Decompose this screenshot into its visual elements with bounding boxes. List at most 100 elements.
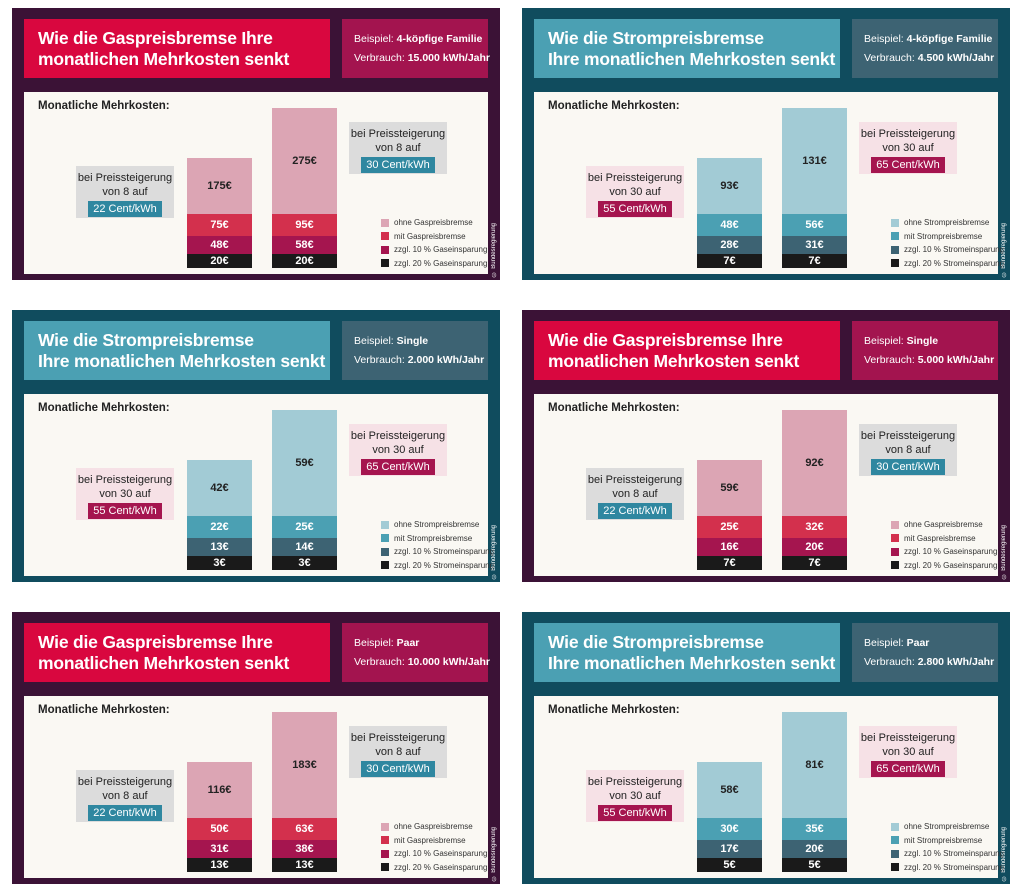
consumption-value: 2.800 kWh/Jahr bbox=[917, 656, 995, 668]
infographic-panel-5: Wie die Gaspreisbremse Ihre monatlichen M… bbox=[12, 612, 500, 884]
legend-swatch bbox=[891, 561, 899, 570]
bar-1-segment-zehn: 17€ bbox=[697, 840, 762, 858]
copyright-credit: © Bundesregierung bbox=[1001, 826, 1007, 880]
legend-swatch bbox=[381, 836, 389, 845]
legend-item: zzgl. 10 % Stromeinsparung bbox=[891, 847, 1004, 861]
bar-1-segment-zehn: 16€ bbox=[697, 538, 762, 556]
consumption-line: Verbrauch: 2.000 kWh/Jahr bbox=[354, 351, 488, 370]
bar-1-segment-mit: 22€ bbox=[187, 516, 252, 538]
legend-swatch bbox=[381, 259, 389, 268]
example-line: Beispiel: 4-köpfige Familie bbox=[864, 30, 998, 49]
infographic-panel-3: Wie die Strompreisbremse Ihre monatlichen… bbox=[12, 310, 500, 582]
bar-2-segment-ohne: 92€ bbox=[782, 410, 847, 516]
panel-title: Wie die Gaspreisbremse Ihre monatlichen M… bbox=[534, 321, 840, 380]
bar-1-segment-zehn: 48€ bbox=[187, 236, 252, 254]
legend-item: mit Gaspreisbremse bbox=[381, 230, 487, 244]
chart-area: Monatliche Mehrkosten: 42€ 22€ 13€ 3€ 59€ 25€ 1… bbox=[24, 394, 494, 576]
callout-line-1: bei Preissteigerung bbox=[77, 172, 173, 184]
legend-label: zzgl. 20 % Stromeinsparung bbox=[904, 258, 1005, 268]
price-callout-2: bei Preissteigerung von 8 auf 30 Cent/kWh bbox=[349, 122, 447, 174]
legend-label: zzgl. 10 % Stromeinsparung bbox=[904, 849, 1005, 859]
example-value: Single bbox=[906, 335, 939, 347]
legend: ohne Strompreisbremse mit Strompreisbrems… bbox=[891, 820, 1004, 874]
legend-label: ohne Strompreisbremse bbox=[394, 520, 480, 530]
title-line: Wie die Strompreisbremse bbox=[548, 28, 764, 48]
legend-item: zzgl. 10 % Stromeinsparung bbox=[381, 545, 494, 559]
legend-label: mit Strompreisbremse bbox=[904, 231, 983, 241]
title-line: Ihre monatlichen Mehrkosten senkt bbox=[38, 351, 326, 371]
legend-label: zzgl. 10 % Gaseinsparung bbox=[394, 849, 488, 859]
legend-swatch bbox=[891, 849, 899, 858]
panel-title: Wie die Gaspreisbremse Ihre monatlichen M… bbox=[24, 19, 330, 78]
legend-label: ohne Gaspreisbremse bbox=[394, 822, 473, 832]
chart-area: Monatliche Mehrkosten: 116€ 50€ 31€ 13€ 183€ 6… bbox=[24, 696, 488, 878]
consumption-line: Verbrauch: 10.000 kWh/Jahr bbox=[354, 653, 490, 672]
monthly-costs-label: Monatliche Mehrkosten: bbox=[548, 704, 680, 716]
callout-line-1: bei Preissteigerung bbox=[860, 128, 956, 140]
callout-line-1: bei Preissteigerung bbox=[77, 776, 173, 788]
copyright-credit: © Bundesregierung bbox=[491, 524, 497, 578]
legend-item: zzgl. 20 % Gaseinsparung bbox=[891, 559, 997, 573]
bar-1-segment-zehn: 13€ bbox=[187, 538, 252, 556]
price-badge: 65 Cent/kWh bbox=[361, 459, 435, 475]
legend-swatch bbox=[891, 547, 899, 556]
bar-2-segment-zehn: 31€ bbox=[782, 236, 847, 254]
legend: ohne Gaspreisbremse mit Gaspreisbremse zzg… bbox=[891, 518, 997, 572]
price-callout-2: bei Preissteigerung von 8 auf 30 Cent/kWh bbox=[349, 726, 447, 778]
legend-label: zzgl. 10 % Stromeinsparung bbox=[904, 245, 1005, 255]
title-line: Wie die Gaspreisbremse Ihre bbox=[38, 28, 273, 48]
callout-line-1: bei Preissteigerung bbox=[860, 732, 956, 744]
bar-1-segment-ohne: 58€ bbox=[697, 762, 762, 818]
price-callout-1: bei Preissteigerung von 30 auf 55 Cent/kWh bbox=[586, 166, 684, 218]
legend-label: zzgl. 20 % Gaseinsparung bbox=[394, 258, 488, 268]
chart-area: Monatliche Mehrkosten: 58€ 30€ 17€ 5€ 81€ 35€ 2… bbox=[534, 696, 1004, 878]
legend-item: zzgl. 20 % Gaseinsparung bbox=[381, 257, 487, 271]
example-line: Beispiel: Paar bbox=[354, 634, 488, 653]
bar-1-segment-zehn: 31€ bbox=[187, 840, 252, 858]
example-prefix: Beispiel: bbox=[864, 335, 904, 347]
title-line: monatlichen Mehrkosten senkt bbox=[548, 351, 800, 371]
price-callout-1: bei Preissteigerung von 30 auf 55 Cent/kWh bbox=[76, 468, 174, 520]
consumption-value: 5.000 kWh/Jahr bbox=[917, 354, 995, 366]
price-badge: 55 Cent/kWh bbox=[598, 805, 672, 821]
price-callout-2: bei Preissteigerung von 30 auf 65 Cent/kWh bbox=[859, 726, 957, 778]
callout-line-2: von 8 auf bbox=[375, 746, 421, 758]
legend-swatch bbox=[381, 520, 389, 529]
example-value: 4-köpfige Familie bbox=[396, 33, 483, 45]
bar-1-segment-mit: 50€ bbox=[187, 818, 252, 840]
price-callout-1: bei Preissteigerung von 8 auf 22 Cent/kWh bbox=[76, 770, 174, 822]
bar-1-segment-mit: 30€ bbox=[697, 818, 762, 840]
bar-2-segment-mit: 32€ bbox=[782, 516, 847, 538]
legend-swatch bbox=[891, 232, 899, 241]
bar-2-segment-zehn: 58€ bbox=[272, 236, 337, 254]
price-badge: 22 Cent/kWh bbox=[88, 805, 162, 821]
price-badge: 65 Cent/kWh bbox=[871, 761, 945, 777]
example-info: Beispiel: 4-köpfige Familie Verbrauch: 4.… bbox=[852, 19, 998, 78]
legend-swatch bbox=[381, 822, 389, 831]
legend-label: ohne Strompreisbremse bbox=[904, 218, 990, 228]
example-prefix: Beispiel: bbox=[354, 637, 394, 649]
bar-1-segment-zehn: 28€ bbox=[697, 236, 762, 254]
callout-line-1: bei Preissteigerung bbox=[350, 430, 446, 442]
legend-label: mit Gaspreisbremse bbox=[394, 835, 466, 845]
bar-1-segment-ohne: 93€ bbox=[697, 158, 762, 214]
bar-1-segment-zwanzig: 5€ bbox=[697, 858, 762, 872]
callout-line-2: von 30 auf bbox=[99, 488, 151, 500]
legend-item: mit Strompreisbremse bbox=[891, 230, 1004, 244]
bar-2-segment-zwanzig: 7€ bbox=[782, 556, 847, 570]
legend-swatch bbox=[891, 259, 899, 268]
example-prefix: Beispiel: bbox=[864, 637, 904, 649]
callout-line-2: von 30 auf bbox=[609, 186, 661, 198]
infographic-panel-1: Wie die Gaspreisbremse Ihre monatlichen M… bbox=[12, 8, 500, 280]
price-badge: 55 Cent/kWh bbox=[88, 503, 162, 519]
legend-item: zzgl. 10 % Gaseinsparung bbox=[891, 545, 997, 559]
copyright-credit: © Bundesregierung bbox=[1001, 524, 1007, 578]
panel-title: Wie die Strompreisbremse Ihre monatlichen… bbox=[24, 321, 330, 380]
legend-item: ohne Strompreisbremse bbox=[381, 518, 494, 532]
legend-item: ohne Gaspreisbremse bbox=[891, 518, 997, 532]
bar-1-segment-zwanzig: 20€ bbox=[187, 254, 252, 268]
bar-1-segment-zwanzig: 7€ bbox=[697, 254, 762, 268]
chart-area: Monatliche Mehrkosten: 93€ 48€ 28€ 7€ 131€ 56€… bbox=[534, 92, 1004, 274]
example-value: Paar bbox=[906, 637, 930, 649]
bar-1-segment-zwanzig: 7€ bbox=[697, 556, 762, 570]
